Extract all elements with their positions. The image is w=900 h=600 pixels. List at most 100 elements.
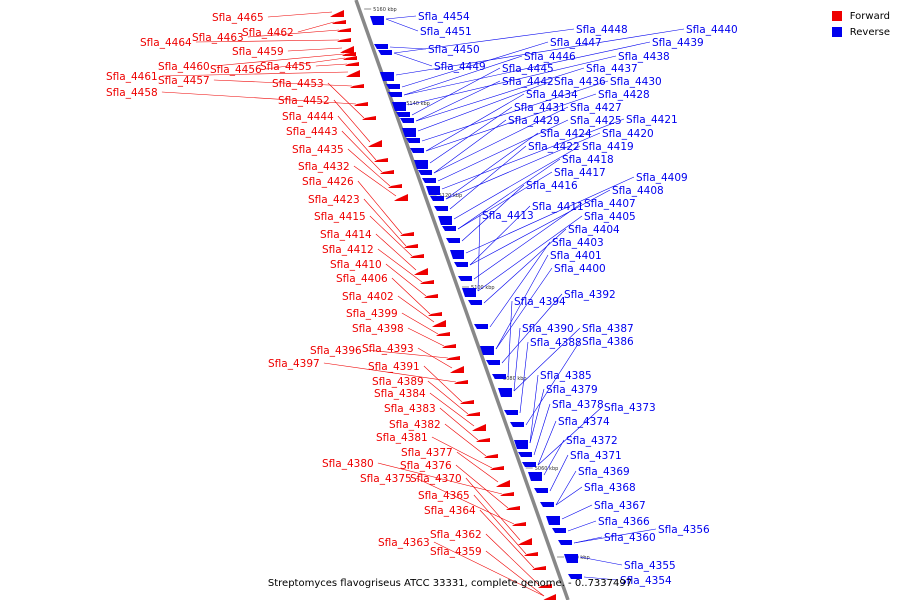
genome-backbone <box>354 0 570 600</box>
reverse-gene-label: Sfla_4437 <box>586 63 638 75</box>
forward-genes <box>330 10 556 600</box>
reverse-label-leader <box>507 300 513 378</box>
forward-label-leader <box>423 365 463 403</box>
forward-label-leader <box>195 39 340 43</box>
reverse-gene-arrow <box>546 516 560 525</box>
reverse-label-leader <box>495 267 553 350</box>
reverse-labels: Sfla_4454 Sfla_4451 Sfla_4450 Sfla_4449 Sfla… <box>385 11 738 587</box>
forward-gene-arrow <box>454 380 468 384</box>
forward-gene-arrow <box>343 56 357 60</box>
forward-gene-arrow <box>532 566 546 570</box>
reverse-gene-arrow <box>552 528 566 533</box>
forward-gene-label: Sfla_4456 <box>210 64 262 76</box>
reverse-gene-arrow <box>474 324 488 329</box>
forward-gene-label: Sfla_4415 <box>314 211 366 223</box>
forward-gene-arrow <box>466 412 480 416</box>
forward-gene-label: Sfla_4391 <box>368 361 420 373</box>
reverse-gene-label: Sfla_4446 <box>524 51 576 63</box>
reverse-label-leader <box>415 67 585 122</box>
forward-gene-arrow <box>538 584 552 588</box>
tick-label: 5060 kbp <box>535 466 559 472</box>
reverse-gene-label: Sfla_4422 <box>528 141 580 153</box>
forward-gene-arrow <box>476 438 490 442</box>
forward-gene-label: Sfla_4461 <box>106 71 158 83</box>
reverse-label-leader <box>477 215 583 292</box>
forward-gene-arrow <box>337 28 351 32</box>
reverse-gene-label: Sfla_4385 <box>540 370 592 382</box>
reverse-genes <box>370 16 582 579</box>
reverse-gene-label: Sfla_4400 <box>554 263 606 275</box>
reverse-label-leader <box>579 556 623 566</box>
reverse-gene-arrow <box>468 300 482 305</box>
forward-label-leader <box>287 47 343 52</box>
reverse-gene-arrow <box>386 84 400 89</box>
forward-label-leader <box>417 347 453 369</box>
reverse-gene-arrow <box>430 196 444 201</box>
forward-gene-label: Sfla_4377 <box>401 447 453 459</box>
forward-gene-label: Sfla_4402 <box>342 291 394 303</box>
reverse-gene-label: Sfla_4374 <box>558 416 610 428</box>
reverse-gene-label: Sfla_4430 <box>610 76 662 88</box>
forward-gene-arrow <box>500 492 514 496</box>
reverse-gene-label: Sfla_4366 <box>598 516 650 528</box>
forward-gene-arrow <box>342 52 356 56</box>
reverse-gene-label: Sfla_4451 <box>420 26 472 38</box>
reverse-label-leader <box>441 118 625 190</box>
reverse-gene-label: Sfla_4371 <box>570 450 622 462</box>
reverse-label-leader <box>473 202 583 280</box>
reverse-label-leader <box>495 254 549 350</box>
reverse-gene-arrow <box>414 160 428 169</box>
forward-gene-label: Sfla_4465 <box>212 12 264 24</box>
reverse-gene-label: Sfla_4416 <box>526 180 578 192</box>
reverse-gene-arrow <box>558 540 572 545</box>
forward-gene-label: Sfla_4432 <box>298 161 350 173</box>
forward-label-leader <box>433 541 545 597</box>
reverse-label-leader <box>543 439 565 476</box>
reverse-label-leader <box>411 67 501 116</box>
forward-gene-arrow <box>368 140 382 147</box>
forward-gene-label: Sfla_4398 <box>352 323 404 335</box>
legend-reverse: Reverse <box>831 24 890 40</box>
forward-label-leader <box>161 91 357 105</box>
forward-gene-label: Sfla_4384 <box>374 388 426 400</box>
reverse-gene-arrow <box>380 72 394 81</box>
reverse-gene-label: Sfla_4431 <box>514 102 566 114</box>
forward-gene-arrow <box>414 268 428 275</box>
reverse-gene-label: Sfla_4356 <box>658 524 710 536</box>
reverse-gene-label: Sfla_4436 <box>554 76 606 88</box>
reverse-gene-label: Sfla_4354 <box>620 575 672 587</box>
reverse-gene-label: Sfla_4413 <box>482 210 534 222</box>
reverse-gene-label: Sfla_4369 <box>578 466 630 478</box>
reverse-gene-arrow <box>568 574 582 579</box>
reverse-gene-arrow <box>392 102 406 111</box>
reverse-gene-label: Sfla_4449 <box>434 61 486 73</box>
reverse-gene-arrow <box>402 128 416 137</box>
forward-swatch <box>831 11 842 21</box>
forward-gene-label: Sfla_4452 <box>278 95 330 107</box>
forward-label-leader <box>377 248 423 283</box>
reverse-gene-arrow <box>446 238 460 243</box>
reverse-gene-arrow <box>388 92 402 97</box>
reverse-gene-label: Sfla_4401 <box>550 250 602 262</box>
forward-gene-arrow <box>446 356 460 360</box>
reverse-gene-arrow <box>528 472 542 481</box>
forward-gene-label: Sfla_4457 <box>158 75 210 87</box>
forward-gene-label: Sfla_4364 <box>424 505 476 517</box>
reverse-gene-arrow <box>462 288 476 297</box>
forward-gene-label: Sfla_4375 <box>360 473 412 485</box>
forward-gene-arrow <box>420 280 434 284</box>
reverse-label-leader <box>445 132 601 200</box>
forward-label-leader <box>391 277 431 315</box>
forward-label-leader <box>327 82 365 119</box>
forward-label-leader <box>247 29 340 38</box>
forward-label-leader <box>455 464 509 509</box>
forward-gene-arrow <box>424 294 438 298</box>
reverse-gene-arrow <box>504 410 518 415</box>
reverse-gene-label: Sfla_4440 <box>686 24 738 36</box>
reverse-gene-arrow <box>426 186 440 195</box>
forward-label-leader <box>485 550 545 597</box>
reverse-label-leader <box>429 106 513 164</box>
reverse-gene-arrow <box>374 44 388 49</box>
reverse-label-leader <box>425 93 525 152</box>
reverse-label-leader <box>469 205 531 266</box>
